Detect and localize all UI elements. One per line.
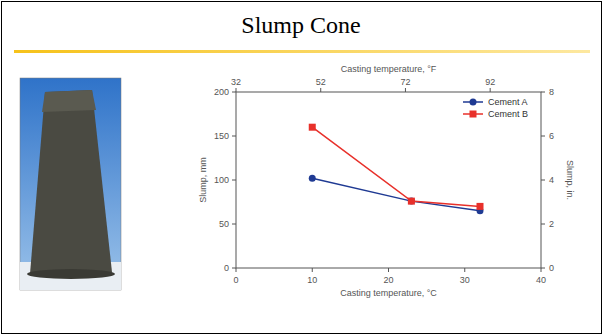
x-tick-label: 10 bbox=[307, 275, 317, 285]
photo-cone bbox=[30, 90, 112, 274]
series-line bbox=[312, 127, 480, 206]
x-tick-label: 40 bbox=[536, 275, 546, 285]
y2-axis-title: Slump, in. bbox=[565, 160, 575, 200]
slump-cone-photo bbox=[20, 78, 121, 290]
y-tick-label: 0 bbox=[224, 263, 229, 273]
slide-frame bbox=[2, 2, 602, 334]
x2-tick-label: 32 bbox=[231, 77, 241, 87]
x-tick bbox=[236, 268, 237, 272]
y2-tick bbox=[541, 136, 545, 137]
x-tick-label: 20 bbox=[383, 275, 393, 285]
x2-tick-label: 52 bbox=[316, 77, 326, 87]
marker bbox=[477, 203, 484, 210]
y2-tick-label: 0 bbox=[549, 263, 554, 273]
y-tick-label: 50 bbox=[219, 219, 229, 229]
legend: Cement A Cement B bbox=[463, 97, 528, 119]
y-tick-label: 100 bbox=[214, 175, 229, 185]
x2-tick bbox=[320, 88, 321, 92]
title-rule bbox=[14, 50, 590, 53]
series-group bbox=[309, 124, 484, 215]
y-tick bbox=[232, 224, 236, 225]
legend-marker bbox=[470, 99, 477, 106]
y2-tick bbox=[541, 92, 545, 93]
marker bbox=[408, 198, 415, 205]
x-tick bbox=[541, 268, 542, 272]
marker bbox=[408, 198, 415, 205]
y-tick-label: 200 bbox=[214, 87, 229, 97]
x2-tick-label: 92 bbox=[485, 77, 495, 87]
legend-label: Cement B bbox=[488, 109, 528, 119]
x-tick-label: 0 bbox=[233, 275, 238, 285]
x-axis-title: Casting temperature, °C bbox=[340, 288, 437, 298]
y2-tick bbox=[541, 180, 545, 181]
marker bbox=[309, 175, 316, 182]
x-tick bbox=[464, 268, 465, 272]
y-tick bbox=[232, 92, 236, 93]
y-tick bbox=[232, 136, 236, 137]
y-tick bbox=[232, 180, 236, 181]
y-axis-title: Slump, mm bbox=[198, 157, 208, 203]
slide-title: Slump Cone bbox=[241, 12, 360, 38]
legend-marker bbox=[470, 111, 477, 118]
x2-tick bbox=[405, 88, 406, 92]
x2-tick bbox=[236, 88, 237, 92]
y2-tick-label: 4 bbox=[549, 175, 554, 185]
x-tick bbox=[312, 268, 313, 272]
x2-tick bbox=[490, 88, 491, 92]
photo-cone-top bbox=[42, 90, 96, 112]
y2-tick bbox=[541, 224, 545, 225]
slide: Slump Cone010203040Casting temperature, … bbox=[0, 0, 603, 335]
y-tick bbox=[232, 268, 236, 269]
series-line bbox=[312, 178, 480, 211]
x2-tick-label: 72 bbox=[400, 77, 410, 87]
x2-axis-title: Casting temperature, °F bbox=[341, 64, 437, 74]
photo-background bbox=[20, 78, 121, 290]
y2-tick-label: 8 bbox=[549, 87, 554, 97]
x-tick bbox=[388, 268, 389, 272]
y2-tick-label: 6 bbox=[549, 131, 554, 141]
x-tick-label: 30 bbox=[460, 275, 470, 285]
y2-tick-label: 2 bbox=[549, 219, 554, 229]
plot-frame bbox=[236, 92, 541, 268]
y2-tick bbox=[541, 268, 545, 269]
legend-label: Cement A bbox=[488, 97, 528, 107]
photo-cone-base bbox=[27, 269, 115, 279]
marker bbox=[309, 124, 316, 131]
y-tick-label: 150 bbox=[214, 131, 229, 141]
